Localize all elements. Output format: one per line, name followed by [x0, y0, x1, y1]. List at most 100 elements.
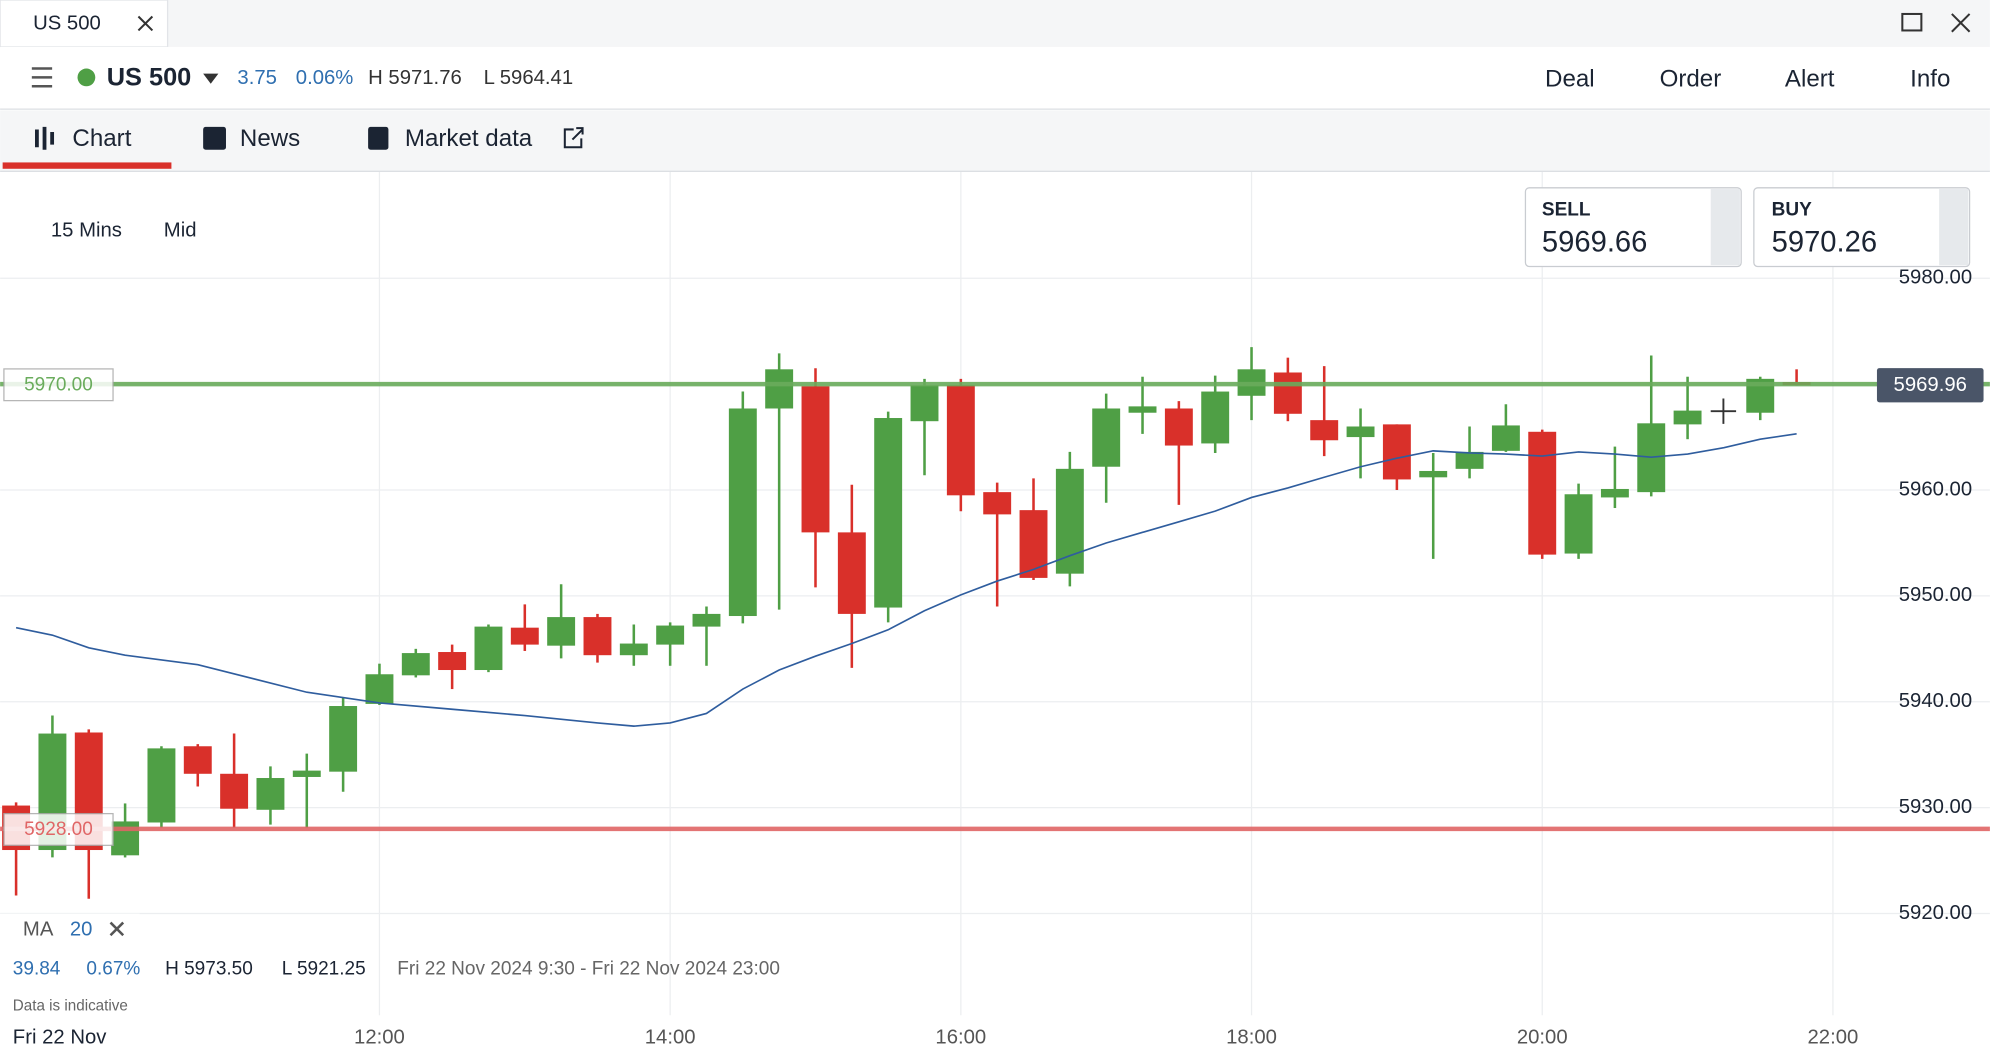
candle-body: [474, 626, 503, 671]
candle-body: [946, 385, 975, 496]
candle-body: [111, 821, 140, 856]
tabs-bar: [0, 110, 1990, 172]
plot: [2, 347, 1811, 899]
instrument[interactable]: US 500: [107, 63, 192, 91]
candle-body: [983, 492, 1012, 515]
candle-body: [438, 652, 467, 671]
level-label: 5928.00: [24, 819, 93, 840]
window-tab[interactable]: [0, 0, 169, 48]
y-tick-label: 5920.00: [1899, 902, 1972, 924]
candle-body: [801, 386, 830, 533]
market-icon: [368, 126, 389, 150]
grid: [0, 171, 1990, 1016]
y-tick-label: 5950.00: [1899, 584, 1972, 606]
change: 3.75: [237, 67, 277, 89]
y-tick-label: 5960.00: [1899, 478, 1972, 500]
x-tick-label: 18:00: [1226, 1026, 1277, 1048]
chart-icon: [35, 126, 55, 150]
candle-body: [874, 418, 903, 608]
buy-price: 5970.26: [1772, 226, 1877, 258]
candle-body: [765, 369, 794, 409]
x-tick-label: 22:00: [1808, 1026, 1859, 1048]
tab[interactable]: News: [240, 125, 300, 152]
stat-range: Fri 22 Nov 2024 9:30 - Fri 22 Nov 2024 2…: [397, 959, 780, 980]
overlay: 5920.00 5930.00 5940.00 5950.00 5960.00 5970.…: [0, 267, 1990, 1048]
action[interactable]: Order: [1660, 65, 1722, 92]
candle-body: [1419, 470, 1448, 478]
level-label: 5970.00: [24, 374, 93, 395]
y-tick-label: 5930.00: [1899, 796, 1972, 818]
current-price-tag: [1876, 368, 1984, 403]
crosshair: [1710, 398, 1737, 424]
action[interactable]: Deal: [1545, 65, 1595, 92]
stat-change-pct: 0.67%: [86, 959, 140, 980]
stat-change: 39.84: [13, 959, 61, 980]
menu[interactable]: [31, 67, 53, 88]
action[interactable]: Alert: [1785, 65, 1835, 92]
action[interactable]: Info: [1910, 65, 1950, 92]
candle-body: [1055, 468, 1084, 574]
external-icon: [563, 127, 584, 149]
candle-body: [547, 617, 576, 646]
y-tick-label: 5940.00: [1899, 690, 1972, 712]
header: [0, 46, 1990, 110]
buy-side: [1939, 189, 1969, 266]
candle-body: [1273, 372, 1302, 414]
maximize[interactable]: [1901, 12, 1923, 32]
candle-body: [692, 613, 721, 627]
news-icon: [203, 126, 226, 150]
buy-box[interactable]: [1753, 187, 1971, 268]
indicator-period[interactable]: 20: [70, 919, 93, 941]
candle-body: [1382, 424, 1411, 480]
candle-body: [837, 532, 866, 614]
x-tick-label: 20:00: [1517, 1026, 1568, 1048]
date-label: Fri 22 Nov: [13, 1026, 107, 1048]
candle-body: [220, 773, 249, 809]
candle-body: [728, 408, 757, 617]
candle-body: [401, 653, 430, 676]
candle-body: [510, 627, 539, 645]
sell-side: [1710, 189, 1740, 266]
current-price-label: 5969.96: [1894, 374, 1967, 396]
note: Data is indicative: [13, 997, 128, 1014]
candle-body: [147, 748, 176, 823]
candle-body: [329, 706, 358, 772]
candle-body: [1528, 431, 1557, 555]
active-tab-underline: [2, 162, 172, 169]
indicator-name: MA: [23, 919, 54, 941]
status-dot: [77, 68, 96, 87]
tab[interactable]: Market data: [405, 125, 533, 152]
candle-body: [1128, 406, 1157, 413]
candle-body: [619, 643, 648, 656]
candle-body: [1564, 494, 1593, 554]
candle-body: [910, 385, 939, 422]
sell-label: SELL: [1542, 200, 1591, 221]
caret[interactable]: [203, 73, 219, 84]
buy-label: BUY: [1772, 200, 1812, 221]
interval[interactable]: 15 Mins: [51, 219, 122, 241]
tab-close[interactable]: [137, 15, 154, 32]
candle-body: [1310, 420, 1339, 441]
candle-body: [1455, 451, 1484, 469]
price-type[interactable]: Mid: [164, 219, 197, 241]
remove-indicator[interactable]: [109, 921, 125, 937]
candle-body: [292, 770, 321, 777]
tab-bar: [0, 0, 1990, 47]
candle-body: [1092, 408, 1121, 467]
stat-high: H 5973.50: [165, 959, 253, 980]
sell-price: 5969.66: [1542, 226, 1647, 258]
stat-low: L 5921.25: [282, 959, 366, 980]
candle-body: [365, 674, 394, 704]
tab-title: US 500: [33, 12, 101, 34]
tab[interactable]: Chart: [72, 125, 131, 152]
y-tick-label: 5980.00: [1899, 267, 1972, 289]
sell-box[interactable]: [1524, 187, 1742, 268]
high: H 5971.76: [368, 67, 462, 89]
candle-body: [1491, 425, 1520, 451]
moving-average: [15, 433, 1797, 727]
x-tick-label: 12:00: [354, 1026, 405, 1048]
x-tick-label: 14:00: [645, 1026, 696, 1048]
candle-body: [1673, 410, 1702, 425]
close[interactable]: [1951, 13, 1971, 33]
low: L 5964.41: [484, 67, 574, 89]
